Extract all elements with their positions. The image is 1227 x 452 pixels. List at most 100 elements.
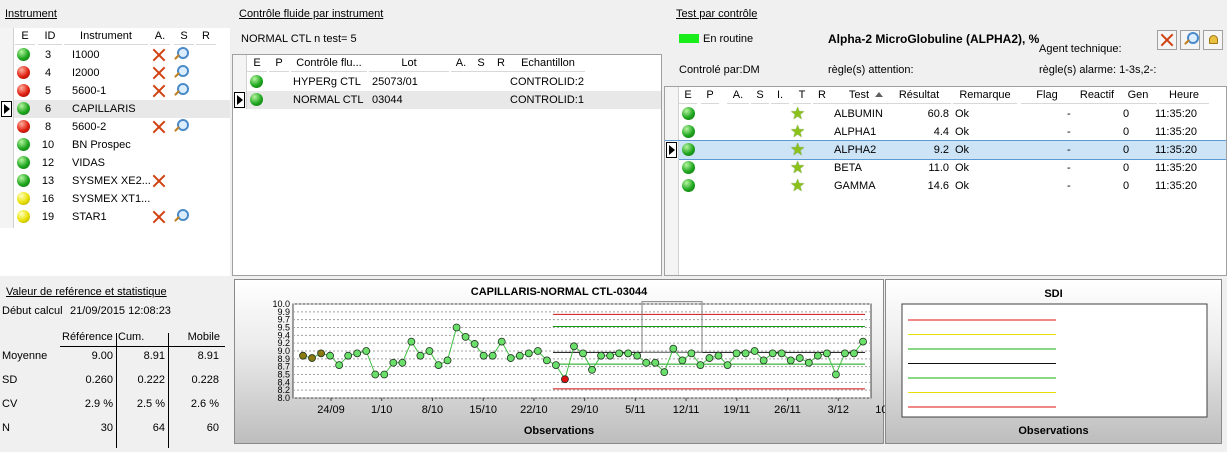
row-header[interactable] <box>0 154 14 172</box>
column-header[interactable]: Flag <box>1021 87 1073 104</box>
data-point[interactable] <box>759 356 768 365</box>
search-icon[interactable] <box>172 209 189 225</box>
row-header[interactable] <box>665 159 679 177</box>
control-grid[interactable]: E P Contrôle flu... Lot A. S R Echantillon HYPER… <box>232 54 662 276</box>
delete-button[interactable] <box>1157 30 1177 50</box>
search-icon[interactable] <box>172 47 189 63</box>
column-header[interactable]: R <box>196 28 216 45</box>
data-point[interactable] <box>389 358 398 367</box>
data-point[interactable] <box>813 351 822 360</box>
data-point[interactable] <box>299 351 307 360</box>
column-header[interactable]: S <box>751 87 769 104</box>
sdi-chart-plot[interactable] <box>886 280 1223 445</box>
row-header[interactable] <box>665 105 679 123</box>
delete-icon[interactable] <box>151 83 167 99</box>
test-row[interactable]: ★ ALPHA2 9.2 Ok - 0 11:35:20 <box>665 140 1226 160</box>
data-point[interactable] <box>732 349 741 358</box>
bell-button[interactable] <box>1203 30 1223 50</box>
column-header[interactable]: A. <box>451 55 471 72</box>
column-header[interactable]: Gen <box>1119 87 1157 104</box>
instrument-row[interactable]: 19 STAR1 <box>0 208 230 226</box>
column-header[interactable]: E <box>679 87 697 104</box>
control-chart-plot[interactable]: 8.08.28.48.58.78.99.09.29.49.59.79.910.0… <box>235 280 885 445</box>
test-row[interactable]: ★ ALBUMIN 60.8 Ok - 0 11:35:20 <box>665 105 1226 123</box>
data-point[interactable] <box>497 337 506 346</box>
data-point[interactable] <box>470 340 479 348</box>
instrument-row[interactable]: 10 BN Prospec <box>0 136 230 154</box>
data-point[interactable] <box>552 361 560 369</box>
data-point[interactable] <box>461 333 470 341</box>
delete-icon[interactable] <box>151 209 167 225</box>
data-point[interactable] <box>579 349 587 358</box>
data-point[interactable] <box>308 354 316 362</box>
column-header[interactable]: A. <box>150 28 170 45</box>
instrument-row[interactable]: 6 CAPILLARIS <box>0 100 230 118</box>
data-point[interactable] <box>524 349 533 358</box>
data-point[interactable] <box>542 356 551 365</box>
column-header[interactable]: S <box>471 55 491 72</box>
data-point[interactable] <box>750 347 759 355</box>
row-header[interactable] <box>0 190 14 208</box>
instrument-row[interactable]: 16 SYSMEX XT1... <box>0 190 230 208</box>
sort-ascending-icon[interactable] <box>875 92 883 97</box>
data-point[interactable] <box>317 349 325 358</box>
data-point[interactable] <box>326 351 334 360</box>
data-point[interactable] <box>651 358 660 367</box>
instrument-grid[interactable]: E ID Instrument A. S R 3 I1000 4 I2000 5 5600-1 6 CAP… <box>0 28 230 276</box>
row-header[interactable] <box>0 118 14 136</box>
data-point[interactable] <box>777 349 786 358</box>
column-header[interactable]: E <box>247 55 267 72</box>
column-header[interactable]: ID <box>38 28 62 45</box>
data-point[interactable] <box>371 370 380 379</box>
data-point[interactable] <box>434 361 443 369</box>
data-point[interactable] <box>687 349 696 358</box>
column-header[interactable]: Test <box>831 87 887 104</box>
data-point[interactable] <box>642 358 651 367</box>
data-point[interactable] <box>705 354 714 362</box>
data-point[interactable] <box>859 337 867 346</box>
control-row[interactable]: NORMAL CTL 03044 CONTROLID:1 <box>233 91 661 109</box>
data-point[interactable] <box>380 370 389 379</box>
data-point[interactable] <box>615 349 624 358</box>
data-point[interactable] <box>443 356 452 365</box>
row-header[interactable] <box>0 46 14 64</box>
row-header[interactable] <box>0 172 14 190</box>
column-header[interactable]: Reactif <box>1071 87 1123 104</box>
data-point[interactable] <box>850 349 858 358</box>
data-point[interactable] <box>624 349 633 358</box>
column-header[interactable]: S <box>174 28 194 45</box>
test-row[interactable]: ★ BETA 11.0 Ok - 0 11:35:20 <box>665 159 1226 177</box>
data-point[interactable] <box>407 337 416 346</box>
search-icon[interactable] <box>172 119 189 135</box>
data-point[interactable] <box>723 361 732 369</box>
data-point[interactable] <box>425 347 434 355</box>
row-header[interactable] <box>233 73 247 91</box>
data-point[interactable] <box>588 365 596 374</box>
data-point[interactable] <box>452 323 461 332</box>
search-button[interactable] <box>1180 30 1200 50</box>
row-header[interactable] <box>0 136 14 154</box>
data-point[interactable] <box>786 356 795 365</box>
search-icon[interactable] <box>172 65 189 81</box>
control-row[interactable]: HYPERg CTL 25073/01 CONTROLID:2 <box>233 73 661 91</box>
data-point[interactable] <box>353 349 362 358</box>
instrument-row[interactable]: 13 SYSMEX XE2... <box>0 172 230 190</box>
column-header[interactable]: Résultat <box>887 87 951 104</box>
column-header[interactable]: Instrument <box>64 28 148 45</box>
data-point[interactable] <box>678 356 687 365</box>
column-header[interactable]: I. <box>771 87 789 104</box>
data-point[interactable] <box>570 342 578 351</box>
column-header[interactable]: Remarque <box>953 87 1017 104</box>
delete-icon[interactable] <box>151 119 167 135</box>
data-point[interactable] <box>804 358 813 367</box>
data-point[interactable] <box>832 370 840 379</box>
row-header[interactable] <box>665 177 679 195</box>
data-point[interactable] <box>533 347 542 355</box>
data-point[interactable] <box>416 351 425 360</box>
test-grid[interactable]: E P A. S I. T R Test Résultat Remarque Flag Reactif… <box>664 86 1227 276</box>
instrument-row[interactable]: 5 5600-1 <box>0 82 230 100</box>
column-header[interactable]: R <box>813 87 831 104</box>
data-point[interactable] <box>561 375 569 384</box>
column-header[interactable]: Lot <box>369 55 449 72</box>
data-point[interactable] <box>660 368 669 377</box>
